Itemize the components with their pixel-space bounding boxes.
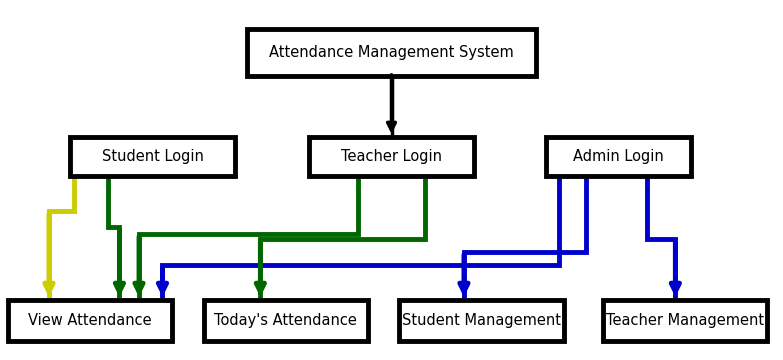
FancyBboxPatch shape [8,300,172,341]
FancyBboxPatch shape [603,300,767,341]
Text: Student Login: Student Login [102,149,204,164]
FancyBboxPatch shape [247,29,536,76]
FancyBboxPatch shape [309,137,474,176]
FancyBboxPatch shape [547,137,691,176]
FancyBboxPatch shape [204,300,368,341]
Text: View Attendance: View Attendance [28,313,152,328]
FancyBboxPatch shape [399,300,564,341]
Text: Today's Attendance: Today's Attendance [215,313,357,328]
Text: Admin Login: Admin Login [573,149,664,164]
Text: Teacher Management: Teacher Management [606,313,764,328]
Text: Student Management: Student Management [402,313,561,328]
FancyBboxPatch shape [70,137,235,176]
Text: Teacher Login: Teacher Login [341,149,442,164]
Text: Attendance Management System: Attendance Management System [269,45,514,60]
